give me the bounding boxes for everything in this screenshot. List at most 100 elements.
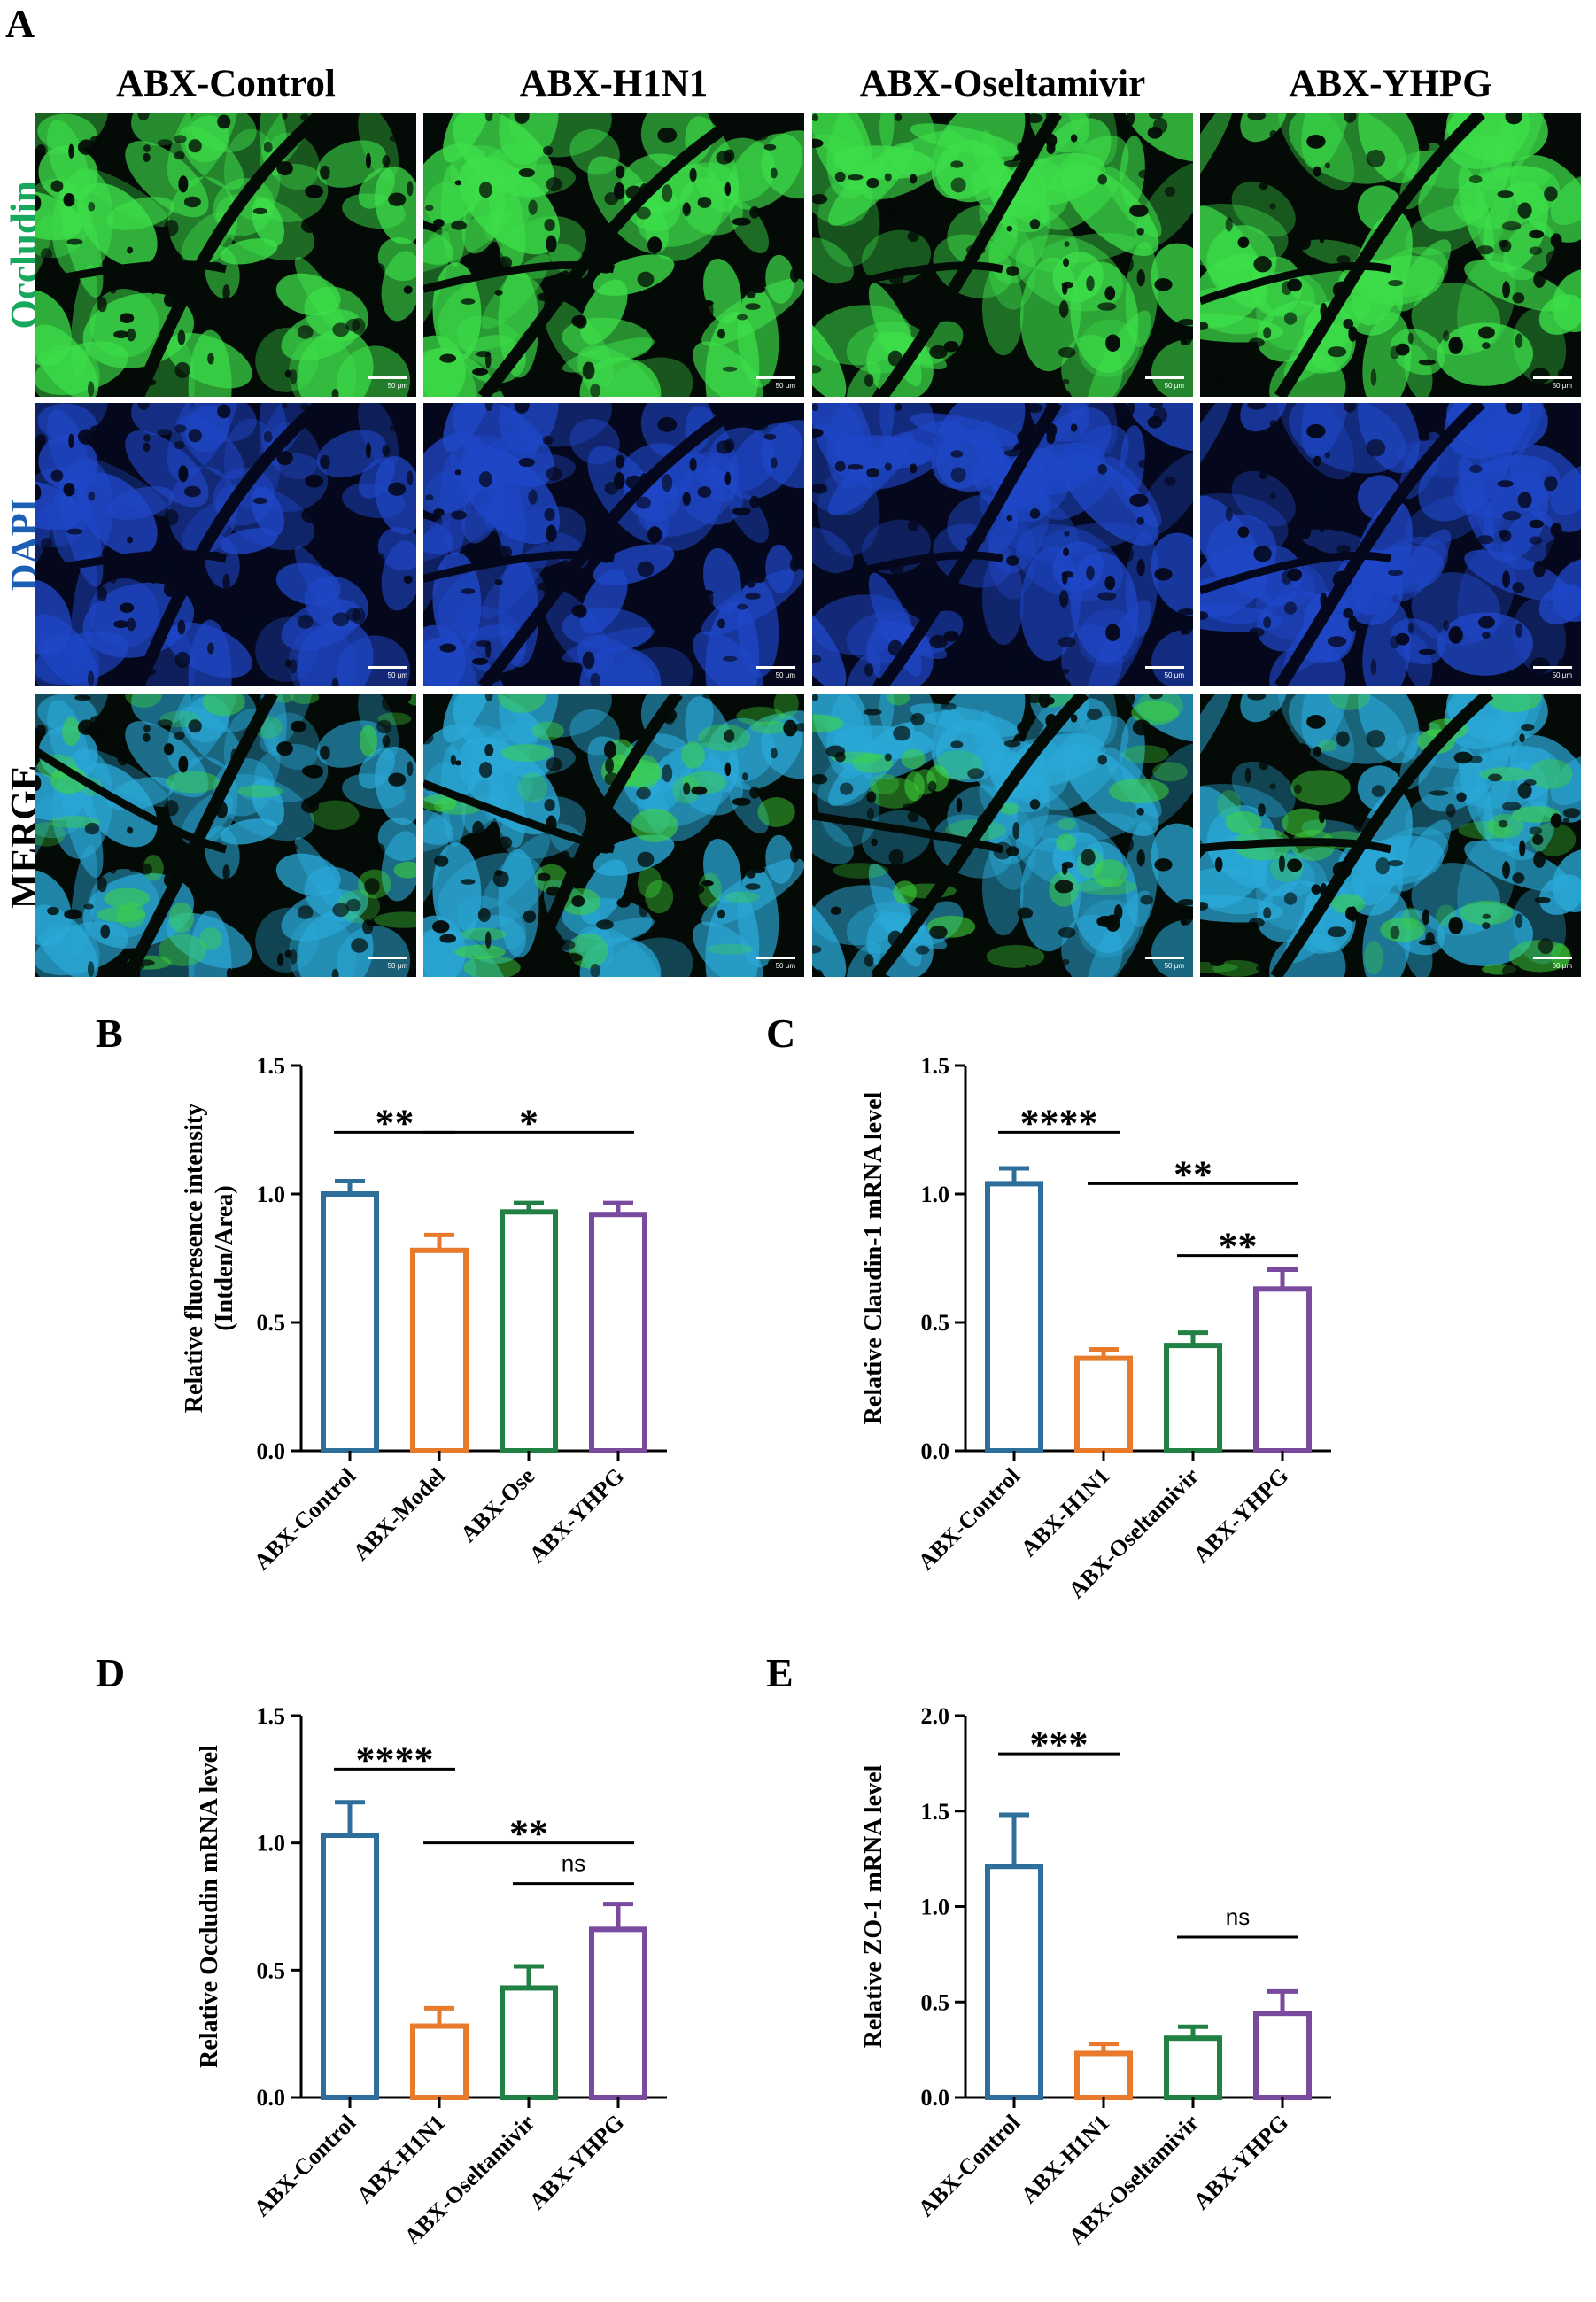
scale-bar [756, 666, 795, 669]
x-tick-label: ABX-YHPG [1189, 2110, 1294, 2215]
significance-label: ** [1219, 1225, 1258, 1268]
x-tick-label: ABX-H1N1 [352, 2110, 450, 2208]
bar-abx-h1n1 [1074, 2050, 1133, 2100]
scale-bar [1533, 666, 1572, 669]
y-tick-label: 1.0 [257, 1831, 286, 1856]
x-tick-label: ABX-Control [913, 1463, 1025, 1575]
micrograph-occludin-abx-control: 50 μm [35, 113, 416, 397]
column-title-abx-yhpg: ABX-YHPG [1289, 63, 1492, 105]
y-tick-label: 0.0 [921, 2085, 950, 2111]
significance-label: **** [1020, 1101, 1098, 1144]
y-axis-label: Relative fluoresence intensity [181, 1104, 208, 1413]
bar-abx-control [321, 1191, 379, 1453]
bar-abx-control [985, 1864, 1043, 2100]
y-tick-label: 0.5 [921, 1989, 950, 2015]
scale-bar [368, 376, 407, 379]
y-tick-label: 0.0 [257, 1438, 286, 1464]
x-tick-label: ABX-YHPG [1189, 1463, 1294, 1569]
y-tick-label: 1.0 [257, 1182, 286, 1207]
y-tick-label: 0.5 [257, 1310, 286, 1336]
x-tick-label: ABX-YHPG [524, 2110, 630, 2215]
scale-bar-label: 50 μm [387, 671, 407, 679]
scale-bar-label: 50 μm [1552, 671, 1572, 679]
micrograph-occludin-abx-yhpg: 50 μm [1200, 113, 1581, 397]
micrograph-merge-abx-h1n1: 50 μm [423, 694, 804, 977]
bar-abx-yhpg [1253, 1286, 1312, 1453]
scale-bar [1145, 376, 1184, 379]
scale-bar [1145, 666, 1184, 669]
y-tick-label: 1.5 [921, 1799, 950, 1825]
y-axis-label: Relative Claudin-1 mRNA level [860, 1091, 887, 1424]
scale-bar [368, 957, 407, 959]
significance-label: * [519, 1101, 538, 1144]
y-tick-label: 0.5 [921, 1310, 950, 1336]
panel-b-letter: B [96, 1011, 123, 1056]
significance-label: ** [509, 1812, 548, 1856]
x-tick-label: ABX-Control [249, 1463, 360, 1575]
panel-d-letter: D [96, 1650, 126, 1695]
x-tick-label: ABX-Control [249, 2110, 360, 2221]
significance-label: ** [1174, 1152, 1212, 1196]
scale-bar-label: 50 μm [775, 671, 795, 679]
column-title-abx-control: ABX-Control [116, 63, 336, 105]
significance-label: **** [356, 1738, 434, 1781]
micrograph-dapi-abx-control: 50 μm [35, 403, 416, 686]
chart-e-zo1: 0.0 0.5 1.0 1.5 2.0 Relative ZO-1 mRNA level A… [860, 1703, 1331, 2250]
bar-abx-oseltamivir [500, 1985, 558, 2100]
significance-label: ** [376, 1101, 414, 1144]
scale-bar [1533, 957, 1572, 959]
scale-bar [1533, 376, 1572, 379]
micrograph-dapi-abx-h1n1: 50 μm [423, 403, 804, 686]
panel-a-letter: A [5, 1, 35, 46]
scale-bar-label: 50 μm [1164, 671, 1184, 679]
x-tick-label: ABX-Ose [455, 1463, 539, 1547]
bar-abx-h1n1 [410, 2023, 469, 2100]
x-tick-label: ABX-Model [348, 1463, 450, 1565]
y-tick-label: 1.5 [921, 1053, 950, 1079]
x-tick-label: ABX-Control [913, 2110, 1025, 2221]
scale-bar-label: 50 μm [1552, 382, 1572, 390]
significance-label: ns [1226, 1903, 1250, 1930]
scale-bar [1145, 957, 1184, 959]
bar-abx-ose [500, 1209, 558, 1454]
scale-bar [368, 666, 407, 669]
bar-abx-h1n1 [1074, 1355, 1133, 1454]
y-axis-label: (Intden/Area) [211, 1185, 238, 1330]
bar-abx-yhpg [589, 1212, 647, 1453]
y-axis-label: Relative ZO-1 mRNA level [860, 1764, 887, 2048]
y-tick-label: 2.0 [921, 1703, 950, 1729]
panel-c-letter: C [766, 1011, 796, 1056]
bar-abx-oseltamivir [1164, 2035, 1222, 2101]
scale-bar-label: 50 μm [387, 382, 407, 390]
scale-bar [756, 957, 795, 959]
y-tick-label: 1.5 [257, 1703, 286, 1729]
micrograph-dapi-abx-yhpg: 50 μm [1200, 403, 1581, 686]
scale-bar-label: 50 μm [775, 962, 795, 970]
panel-e-letter: E [766, 1650, 794, 1695]
y-tick-label: 1.5 [257, 1053, 286, 1079]
scale-bar-label: 50 μm [775, 382, 795, 390]
micrograph-merge-abx-control: 50 μm [35, 694, 416, 977]
y-axis-label: Relative Occludin mRNA level [196, 1745, 223, 2068]
micrograph-occludin-abx-oseltamivir: 50 μm [812, 113, 1193, 397]
y-tick-label: 1.0 [921, 1182, 950, 1207]
y-tick-label: 1.0 [921, 1895, 950, 1920]
micrograph-dapi-abx-oseltamivir: 50 μm [812, 403, 1193, 686]
column-title-abx-oseltamivir: ABX-Oseltamivir [859, 63, 1146, 105]
micrograph-merge-abx-oseltamivir: 50 μm [812, 694, 1193, 977]
x-tick-label: ABX-H1N1 [1016, 1463, 1114, 1562]
bar-abx-control [321, 1833, 379, 2100]
x-tick-label: ABX-YHPG [524, 1463, 630, 1569]
scale-bar-label: 50 μm [387, 962, 407, 970]
chart-d-occludin: 0.0 0.5 1.0 1.5 Relative Occludin mRNA level… [196, 1703, 667, 2250]
significance-label: *** [1030, 1723, 1089, 1766]
bar-abx-model [410, 1247, 469, 1453]
scale-bar-label: 50 μm [1164, 962, 1184, 970]
scale-bar-label: 50 μm [1552, 962, 1572, 970]
bar-abx-yhpg [1253, 2011, 1312, 2100]
micrograph-merge-abx-yhpg: 50 μm [1200, 694, 1581, 977]
y-tick-label: 0.5 [257, 1957, 286, 1983]
chart-c-claudin1: 0.0 0.5 1.0 1.5 Relative Claudin-1 mRNA leve… [860, 1053, 1331, 1603]
bar-abx-oseltamivir [1164, 1343, 1222, 1454]
column-title-abx-h1n1: ABX-H1N1 [519, 63, 709, 105]
